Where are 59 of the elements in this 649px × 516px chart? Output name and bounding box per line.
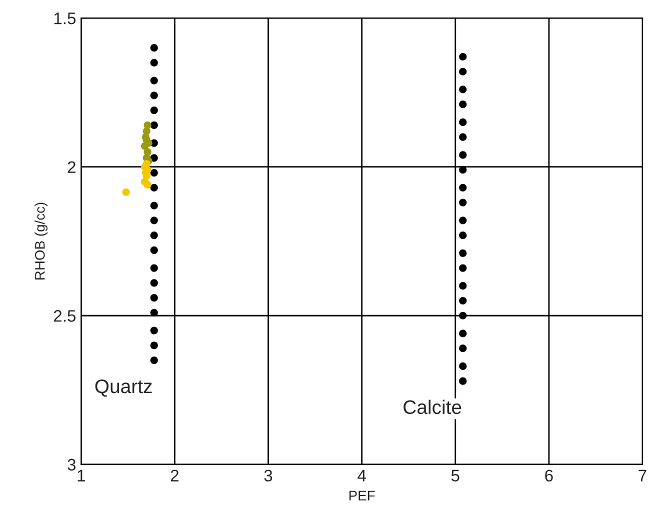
point [459,52,467,61]
point [150,106,158,114]
point [150,342,158,350]
point [459,133,467,141]
x-tick-label: 3 [264,470,272,482]
y-tick-label: 2 [68,161,76,173]
point [150,121,158,129]
point [150,216,158,224]
point [459,216,467,224]
x-tick-label: 6 [545,470,553,482]
point [150,168,158,177]
point [459,118,467,126]
point [459,344,467,352]
point [150,246,158,254]
point [150,279,158,287]
point [459,151,467,159]
point [140,142,149,150]
point [150,202,158,210]
point [459,362,467,370]
point [459,249,467,257]
point [459,68,467,76]
x-axis-title: PEF [349,490,375,500]
x-tick-label: 5 [451,470,460,482]
point [150,326,158,334]
x-tick-label: 2 [170,470,178,482]
annotation: Calcite [404,400,462,414]
y-axis-title: RHOB (g/cc) [34,202,48,280]
point [144,180,152,188]
point [459,86,467,94]
point [150,184,158,192]
x-tick-label: 1 [78,470,85,482]
point [150,76,158,84]
point [459,296,467,305]
point [459,184,467,192]
point [150,154,158,162]
point [150,356,158,364]
point [459,198,467,206]
point [150,294,158,302]
point [459,100,467,108]
y-tick-label: 1.5 [54,12,76,24]
y-tick-label: 2.5 [54,310,76,322]
point [459,282,467,290]
x-tick-label: 7 [638,470,646,482]
y-tick-label: 3 [68,458,76,471]
annotation: Quartz [95,379,152,397]
point [150,231,158,240]
point [459,264,467,272]
x-tick-label: 4 [358,470,366,482]
point [150,92,158,100]
point [150,58,158,66]
point [150,308,158,316]
point [459,330,467,338]
point [459,377,467,385]
point [150,264,158,272]
point [459,231,467,240]
point [150,44,158,52]
point [122,188,130,196]
point [459,312,467,320]
point [459,166,467,174]
